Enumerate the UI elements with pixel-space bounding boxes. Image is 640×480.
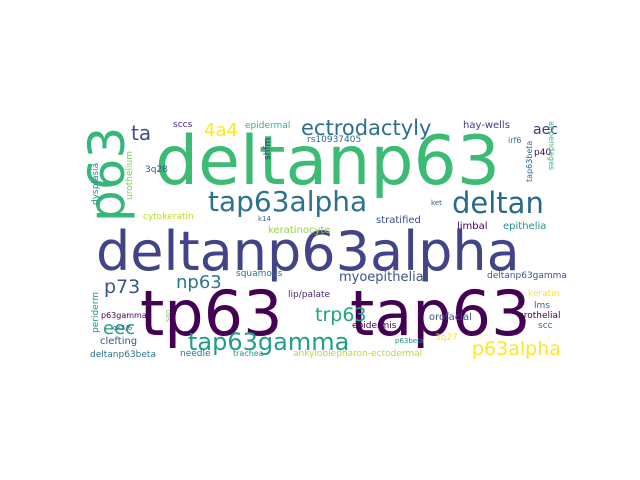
- word-lms: lms: [534, 301, 550, 311]
- word-p63beta: p63beta: [395, 337, 425, 345]
- word-hay-wells: hay-wells: [463, 120, 510, 131]
- word-urothelium: urothelium: [125, 151, 135, 200]
- word-epidermis: epidermis: [352, 321, 397, 331]
- word-epidermal: epidermal: [245, 121, 291, 131]
- word-p73: p73: [104, 276, 141, 298]
- word-ankyloblepharon-ectodermal: ankyloblepharon-ectodermal: [293, 349, 423, 359]
- word-deltanp63: deltanp63: [155, 122, 501, 201]
- word-tap63gamma: tap63gamma: [188, 328, 350, 356]
- word-myoepithelial: myoepithelial: [339, 270, 428, 285]
- word-lip-palate: lip/palate: [288, 290, 331, 300]
- word-deltanp63alpha: deltanp63alpha: [96, 220, 520, 283]
- word-tap63: tap63: [350, 277, 531, 350]
- word-keratin: keratin: [528, 289, 560, 299]
- word-periderm: periderm: [91, 291, 101, 333]
- word-irf6: irf6: [508, 136, 522, 145]
- word-urothelial: urothelial: [518, 311, 561, 321]
- word-san: san: [164, 309, 172, 322]
- word-4a4: 4a4: [204, 120, 238, 141]
- word-limbal: limbal: [457, 221, 488, 232]
- word-ta: ta: [131, 121, 152, 145]
- word-needle: needle: [180, 349, 211, 359]
- word-scc: scc: [538, 321, 553, 331]
- word-deltanp63beta: deltanp63beta: [90, 350, 156, 360]
- word-ck5-6: ck5/6: [113, 324, 133, 332]
- word-deltanp63gamma: deltanp63gamma: [487, 271, 567, 281]
- word-p63alpha: p63alpha: [472, 338, 561, 360]
- word-ectrodactyly: ectrodactyly: [301, 116, 432, 140]
- word-trp63: trp63: [315, 304, 367, 326]
- word-k14: k14: [258, 215, 271, 223]
- word-tap63alpha: tap63alpha: [208, 185, 368, 218]
- word-aec: aec: [533, 122, 558, 138]
- word-3q28: 3q28: [145, 165, 168, 175]
- word-appendages: appendages: [547, 121, 556, 171]
- word-tap63beta: tap63beta: [525, 140, 534, 182]
- word-np63: np63: [176, 272, 222, 293]
- word-keratinocyte: keratinocyte: [268, 225, 331, 236]
- word-p63gamma: p63gamma: [101, 311, 147, 320]
- word-dysplasia: dysplasia: [91, 162, 101, 205]
- word-clefting: clefting: [100, 336, 138, 347]
- word-tp63: tp63: [140, 277, 283, 350]
- word-p40: p40: [534, 148, 552, 158]
- word-orofacial: orofacial: [429, 312, 472, 323]
- word-epithelia: epithelia: [503, 221, 547, 232]
- word-cytokeratin: cytokeratin: [143, 212, 194, 222]
- word-deltan: deltan: [452, 186, 544, 220]
- word-trachea: trachea: [233, 349, 264, 358]
- word-stratified: stratified: [376, 215, 421, 226]
- word-rs10937405: rs10937405: [307, 135, 362, 145]
- word-eec: eec: [103, 318, 136, 339]
- word-shfm: shfm: [263, 137, 273, 160]
- word-sccs: sccs: [173, 120, 193, 130]
- word-ket: ket: [431, 199, 442, 207]
- word-squamous: squamous: [236, 269, 283, 279]
- word-3q27: 3q27: [435, 333, 458, 343]
